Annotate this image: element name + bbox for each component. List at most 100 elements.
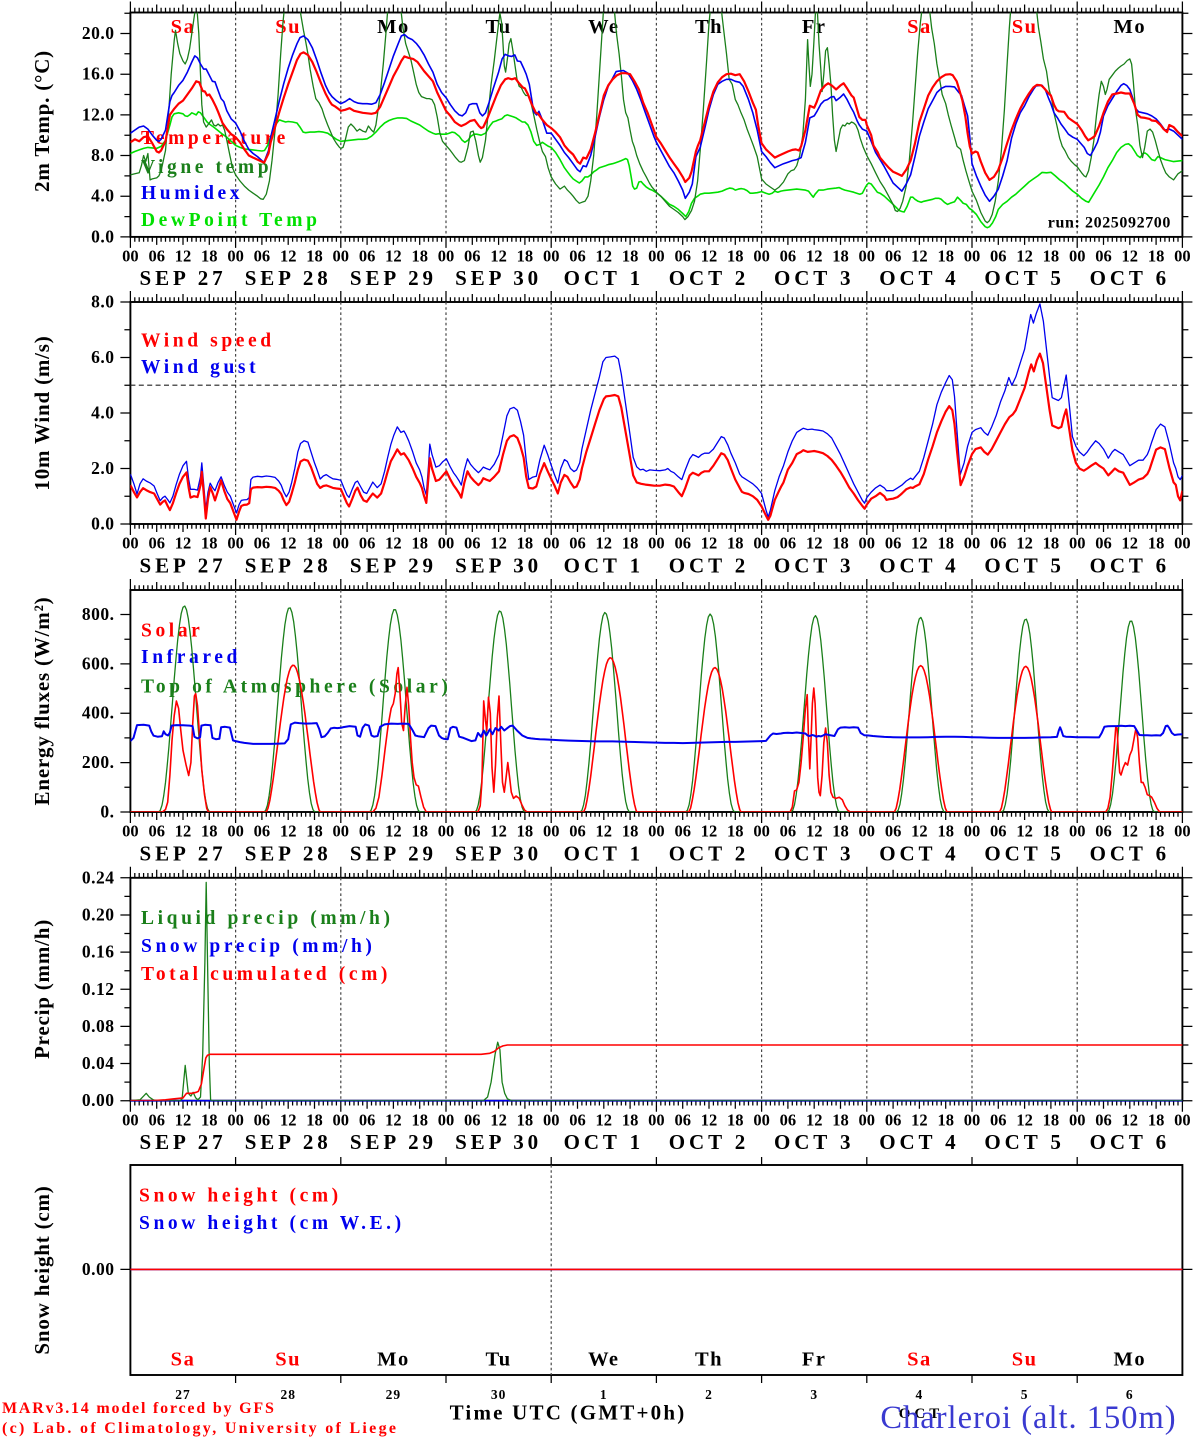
svg-text:00: 00 [964, 1110, 981, 1129]
svg-text:00: 00 [227, 822, 244, 841]
svg-text:06: 06 [359, 1110, 376, 1129]
svg-text:00: 00 [227, 1110, 244, 1129]
svg-text:18: 18 [1148, 822, 1165, 841]
svg-text:00: 00 [1174, 247, 1191, 266]
svg-text:12: 12 [701, 534, 718, 553]
svg-text:18: 18 [727, 1110, 744, 1129]
svg-text:Mo: Mo [377, 16, 410, 38]
svg-text:12: 12 [175, 534, 192, 553]
svg-text:00: 00 [859, 1110, 876, 1129]
svg-text:OCT 4: OCT 4 [879, 1130, 959, 1154]
svg-text:00: 00 [859, 247, 876, 266]
svg-text:SEP 27: SEP 27 [139, 841, 226, 865]
svg-text:00: 00 [122, 247, 139, 266]
svg-text:00: 00 [543, 247, 560, 266]
svg-text:06: 06 [254, 534, 271, 553]
svg-text:00: 00 [543, 534, 560, 553]
svg-text:Sa: Sa [171, 1349, 196, 1371]
svg-text:OCT 4: OCT 4 [879, 266, 959, 290]
svg-text:0.0: 0.0 [91, 514, 114, 534]
svg-text:SEP 29: SEP 29 [350, 266, 437, 290]
svg-text:00: 00 [543, 822, 560, 841]
svg-text:12: 12 [490, 822, 507, 841]
svg-text:30: 30 [491, 1387, 507, 1402]
svg-text:800.: 800. [82, 604, 115, 624]
svg-text:SEP 30: SEP 30 [455, 841, 542, 865]
svg-text:06: 06 [359, 247, 376, 266]
svg-text:00: 00 [1069, 1110, 1086, 1129]
svg-text:OCT 1: OCT 1 [564, 266, 644, 290]
svg-text:18: 18 [727, 247, 744, 266]
svg-text:OCT 5: OCT 5 [984, 266, 1064, 290]
svg-text:2.0: 2.0 [91, 458, 114, 478]
svg-text:06: 06 [254, 247, 271, 266]
svg-text:12: 12 [490, 247, 507, 266]
svg-text:12: 12 [385, 534, 402, 553]
svg-text:Wind gust: Wind gust [141, 357, 259, 378]
svg-text:00: 00 [438, 1110, 455, 1129]
svg-text:18: 18 [1043, 822, 1060, 841]
svg-text:OCT 2: OCT 2 [669, 841, 749, 865]
svg-text:SEP 30: SEP 30 [455, 266, 542, 290]
svg-text:3: 3 [810, 1387, 818, 1402]
svg-text:06: 06 [254, 1110, 271, 1129]
svg-text:12: 12 [175, 247, 192, 266]
svg-text:06: 06 [148, 247, 165, 266]
svg-text:06: 06 [990, 534, 1007, 553]
svg-text:12: 12 [911, 534, 928, 553]
svg-text:06: 06 [674, 1110, 691, 1129]
svg-text:OCT 1: OCT 1 [564, 841, 644, 865]
svg-text:18: 18 [937, 247, 954, 266]
svg-text:Fr: Fr [802, 1349, 827, 1371]
svg-text:OCT 6: OCT 6 [1090, 553, 1170, 577]
svg-text:00: 00 [122, 822, 139, 841]
svg-text:18: 18 [1043, 1110, 1060, 1129]
svg-text:OCT 3: OCT 3 [774, 841, 854, 865]
svg-text:Tu: Tu [485, 1349, 511, 1371]
svg-text:18: 18 [517, 534, 534, 553]
svg-text:12: 12 [490, 534, 507, 553]
svg-text:00: 00 [1174, 1110, 1191, 1129]
svg-text:18: 18 [1148, 1110, 1165, 1129]
svg-text:00: 00 [333, 822, 350, 841]
svg-text:18: 18 [622, 1110, 639, 1129]
svg-text:SEP 28: SEP 28 [245, 553, 332, 577]
svg-text:Vigne temp: Vigne temp [141, 157, 272, 178]
svg-text:18: 18 [517, 1110, 534, 1129]
svg-text:12: 12 [280, 822, 297, 841]
svg-text:06: 06 [885, 1110, 902, 1129]
svg-text:00: 00 [648, 822, 665, 841]
svg-text:10m Wind (m/s): 10m Wind (m/s) [30, 335, 54, 490]
svg-text:00: 00 [438, 822, 455, 841]
svg-text:1: 1 [600, 1387, 608, 1402]
svg-text:0.12: 0.12 [82, 979, 115, 999]
svg-text:OCT: OCT [899, 1406, 944, 1422]
svg-text:20.0: 20.0 [82, 23, 115, 43]
svg-text:00: 00 [859, 534, 876, 553]
svg-text:00: 00 [964, 822, 981, 841]
svg-text:5: 5 [1021, 1387, 1029, 1402]
svg-text:Energy fluxes (W/m²): Energy fluxes (W/m²) [30, 597, 54, 806]
svg-text:18: 18 [832, 1110, 849, 1129]
svg-text:18: 18 [306, 247, 323, 266]
svg-text:We: We [588, 1349, 619, 1371]
svg-text:Su: Su [1012, 16, 1038, 38]
svg-text:Th: Th [695, 1349, 723, 1371]
svg-text:12: 12 [385, 1110, 402, 1129]
svg-text:12: 12 [385, 822, 402, 841]
svg-text:0.16: 0.16 [82, 942, 115, 962]
svg-text:00: 00 [333, 534, 350, 553]
svg-text:4.0: 4.0 [91, 403, 114, 423]
svg-text:00: 00 [964, 247, 981, 266]
svg-text:18: 18 [1148, 247, 1165, 266]
svg-text:Snow height (cm W.E.): Snow height (cm W.E.) [139, 1213, 405, 1234]
svg-text:00: 00 [964, 534, 981, 553]
svg-text:4.0: 4.0 [91, 186, 114, 206]
svg-text:18: 18 [517, 822, 534, 841]
svg-text:00: 00 [753, 534, 770, 553]
svg-text:18: 18 [937, 534, 954, 553]
svg-text:Mo: Mo [1113, 1349, 1146, 1371]
svg-text:06: 06 [780, 1110, 797, 1129]
svg-text:06: 06 [569, 534, 586, 553]
svg-text:OCT 1: OCT 1 [564, 553, 644, 577]
